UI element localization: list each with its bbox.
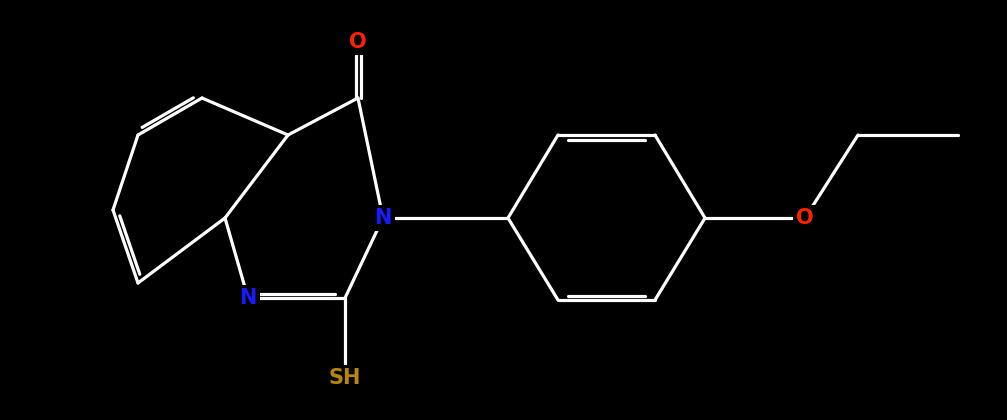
Text: O: O: [349, 32, 367, 52]
Text: SH: SH: [329, 368, 362, 388]
Text: O: O: [797, 208, 814, 228]
Text: N: N: [240, 288, 257, 308]
Text: N: N: [375, 208, 392, 228]
